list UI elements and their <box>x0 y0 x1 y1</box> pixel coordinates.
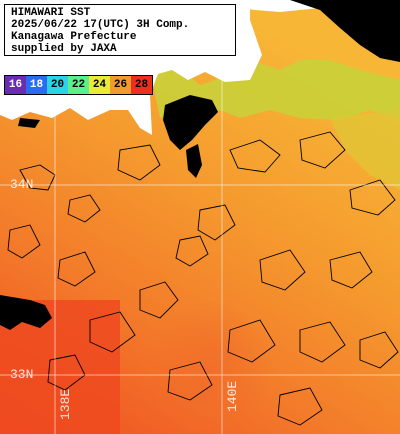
label-lat-34n: 34N <box>10 177 34 192</box>
warm-core <box>120 230 300 430</box>
cloud-bay <box>163 95 218 150</box>
title-line-2: 2025/06/22 17(UTC) 3H Comp. <box>11 19 190 31</box>
map-title-box: HIMAWARI SST 2025/06/22 17(UTC) 3H Comp.… <box>4 4 236 56</box>
title-line-1: HIMAWARI SST <box>11 7 91 19</box>
cool-water-east <box>330 110 400 190</box>
label-lat-33n: 33N <box>10 367 34 382</box>
label-lon-138e: 138E <box>58 388 73 420</box>
legend-swatch-24: 24 <box>89 76 110 94</box>
label-lon-140e: 140E <box>225 380 240 412</box>
legend-swatch-18: 18 <box>26 76 47 94</box>
legend-swatch-20: 20 <box>47 76 68 94</box>
legend-swatch-26: 26 <box>110 76 131 94</box>
cloud-izu <box>186 144 202 178</box>
legend-swatch-22: 22 <box>68 76 89 94</box>
cloud-northeast <box>290 0 400 62</box>
legend-swatch-16: 16 <box>5 76 26 94</box>
cloud-west <box>0 295 52 330</box>
sst-contours <box>7 131 399 426</box>
legend-swatch-28: 28 <box>131 76 152 94</box>
title-line-3: Kanagawa Prefecture <box>11 31 137 43</box>
temperature-legend: 16 18 20 22 24 26 28 <box>4 75 153 95</box>
title-line-4: supplied by JAXA <box>11 43 117 55</box>
cloud-spot <box>18 118 40 128</box>
